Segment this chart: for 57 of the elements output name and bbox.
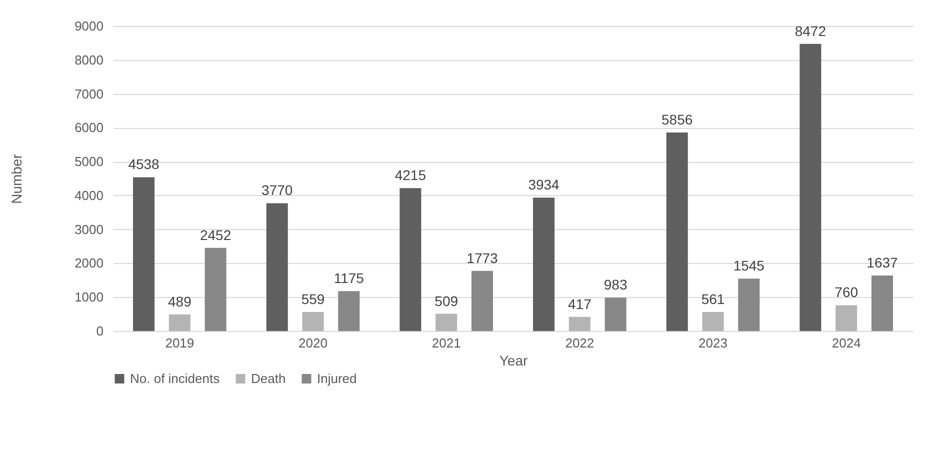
- x-tick-label: 2022: [565, 336, 594, 350]
- data-label: 3770: [262, 182, 293, 198]
- data-label: 1545: [733, 258, 765, 274]
- legend-label: Death: [251, 370, 286, 386]
- y-tick-label: 8000: [74, 52, 104, 68]
- data-label: 3934: [528, 176, 560, 193]
- bar: [168, 314, 190, 331]
- bar: [400, 188, 422, 331]
- y-tick-label: 2000: [74, 256, 104, 271]
- data-label: 4538: [128, 156, 160, 172]
- bar: [702, 312, 724, 331]
- x-tick-label: 2019: [165, 336, 194, 350]
- data-label: 983: [604, 276, 628, 293]
- bar: [338, 291, 360, 331]
- data-label: 417: [568, 296, 592, 312]
- bar: [533, 198, 555, 331]
- data-label: 561: [701, 290, 725, 307]
- bar: [604, 298, 626, 331]
- bar: [436, 314, 458, 331]
- y-tick-label: 6000: [74, 120, 104, 136]
- data-label: 509: [434, 292, 458, 309]
- y-tick-label: 4000: [74, 188, 104, 203]
- y-tick-label: 7000: [74, 86, 104, 102]
- y-axis-title: Number: [8, 154, 25, 204]
- data-label: 8472: [794, 22, 826, 39]
- data-label: 1175: [334, 270, 364, 286]
- x-tick-label: 2021: [432, 336, 461, 350]
- legend-label: Injured: [317, 370, 357, 386]
- data-label: 5856: [662, 112, 693, 128]
- x-axis-title: Year: [499, 352, 528, 368]
- bar: [836, 305, 858, 331]
- bar: [302, 312, 324, 331]
- bar: [266, 203, 288, 331]
- data-label: 1637: [866, 254, 898, 271]
- x-tick-label: 2020: [298, 336, 328, 350]
- legend-label: No. of incidents: [130, 370, 220, 386]
- data-label: 1773: [466, 250, 498, 266]
- data-label: 2452: [200, 226, 232, 243]
- bar: [800, 44, 822, 331]
- x-tick-label: 2023: [698, 336, 728, 350]
- bar: [871, 276, 893, 331]
- bar: [204, 248, 226, 331]
- y-tick-label: 0: [96, 324, 104, 338]
- bar: [133, 177, 155, 331]
- bar: [666, 132, 688, 331]
- bar: [471, 270, 493, 331]
- data-label: 4215: [394, 167, 426, 184]
- data-label: 760: [834, 284, 858, 300]
- x-tick-label: 2024: [832, 336, 861, 350]
- data-label: 489: [168, 293, 192, 310]
- y-tick-label: 5000: [74, 154, 104, 170]
- y-tick-label: 3000: [74, 222, 104, 237]
- data-label: 559: [301, 291, 325, 308]
- bar: [738, 278, 760, 331]
- bar: [568, 316, 590, 331]
- y-tick-label: 9000: [74, 18, 104, 34]
- y-tick-label: 1000: [74, 290, 104, 305]
